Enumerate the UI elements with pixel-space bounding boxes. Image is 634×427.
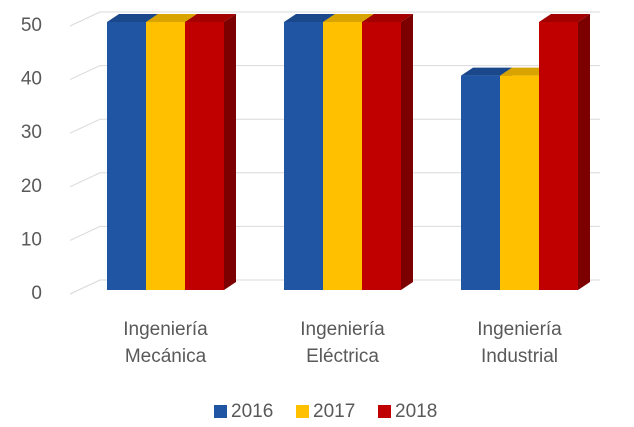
bar bbox=[146, 22, 185, 290]
bar-top bbox=[185, 14, 236, 22]
bar-side bbox=[401, 14, 413, 290]
y-tick-label: 20 bbox=[21, 176, 42, 197]
x-tick-label: Ingeniería bbox=[123, 319, 208, 340]
legend-label: 2016 bbox=[231, 401, 273, 422]
bar-side bbox=[578, 14, 590, 290]
grid-line bbox=[69, 65, 600, 81]
grid-line bbox=[69, 11, 600, 27]
bar bbox=[362, 22, 401, 290]
grid-line bbox=[69, 225, 600, 241]
bar-top bbox=[323, 14, 374, 22]
y-tick-label: 0 bbox=[31, 283, 42, 304]
bar bbox=[323, 22, 362, 290]
grid-line bbox=[69, 118, 600, 134]
bar bbox=[539, 22, 578, 290]
y-tick-label: 50 bbox=[21, 15, 42, 36]
x-tick-label: Mecánica bbox=[125, 346, 207, 367]
grid-line bbox=[69, 172, 600, 188]
legend-label: 2018 bbox=[395, 401, 437, 422]
bar-top bbox=[284, 14, 335, 22]
y-tick-label: 30 bbox=[21, 122, 42, 143]
x-tick-label: Industrial bbox=[481, 346, 558, 367]
legend-swatch bbox=[214, 405, 227, 418]
bar bbox=[107, 22, 146, 290]
x-tick-label: Eléctrica bbox=[306, 346, 379, 367]
bar-top bbox=[539, 14, 590, 22]
bar-side bbox=[224, 14, 236, 290]
grid-line bbox=[69, 279, 600, 295]
legend-swatch bbox=[296, 405, 309, 418]
bar bbox=[284, 22, 323, 290]
bar-top bbox=[461, 67, 512, 76]
bar-top bbox=[362, 14, 413, 22]
legend-label: 2017 bbox=[313, 401, 355, 422]
bar bbox=[461, 75, 500, 290]
bar bbox=[500, 75, 539, 290]
bar-top bbox=[500, 67, 551, 76]
legend-swatch bbox=[378, 405, 391, 418]
bar bbox=[185, 22, 224, 290]
y-tick-label: 10 bbox=[21, 229, 42, 250]
x-tick-label: Ingeniería bbox=[477, 319, 562, 340]
bar-top bbox=[107, 14, 158, 22]
bar-top bbox=[146, 14, 197, 22]
y-tick-label: 40 bbox=[21, 69, 42, 90]
x-tick-label: Ingeniería bbox=[300, 319, 385, 340]
